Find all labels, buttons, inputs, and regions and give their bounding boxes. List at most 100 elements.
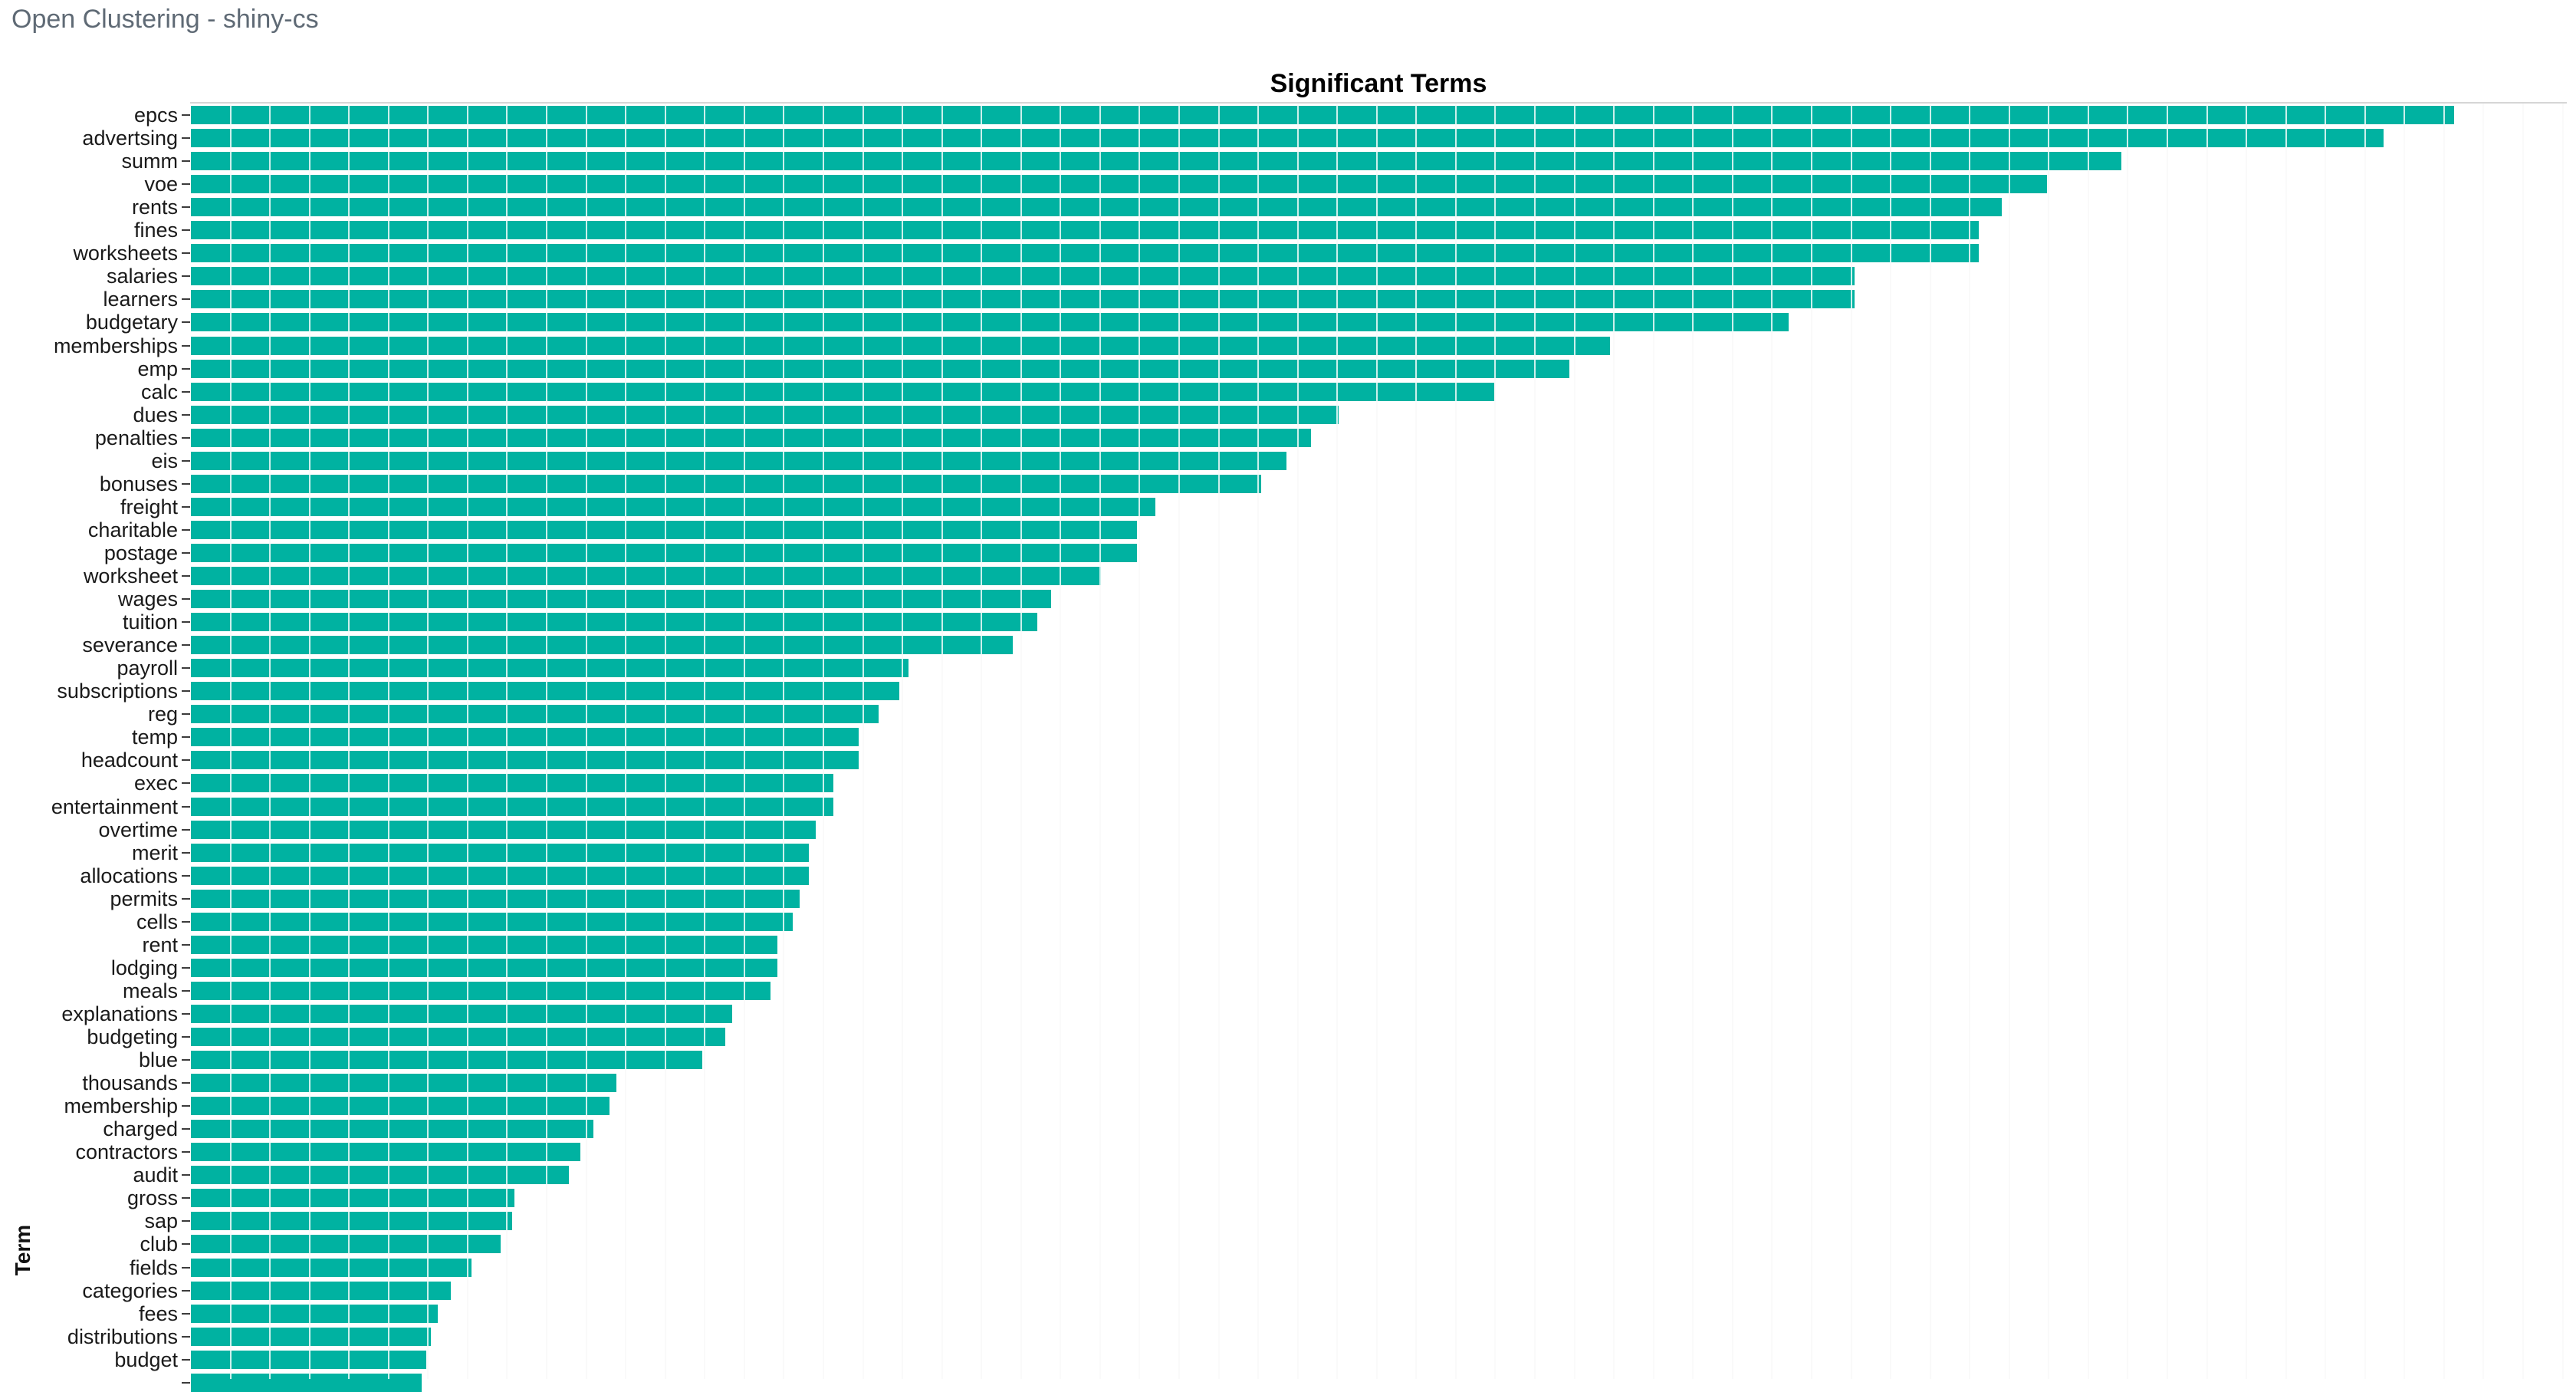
y-tick [182, 367, 190, 370]
term-bar[interactable] [191, 152, 2122, 171]
x-gridline-overlay [1731, 104, 1733, 1379]
term-bar[interactable] [191, 636, 1013, 655]
y-tick [182, 1012, 190, 1015]
x-gridline-overlay [2285, 104, 2287, 1379]
term-label: lodging [110, 956, 178, 979]
term-bar[interactable] [191, 567, 1101, 585]
term-bar[interactable] [191, 751, 859, 770]
y-tick [182, 1059, 190, 1061]
y-tick [182, 1381, 190, 1384]
term-label: categories [82, 1278, 178, 1302]
y-tick [182, 713, 190, 716]
term-label: thousands [82, 1071, 178, 1095]
term-bar[interactable] [191, 359, 1569, 378]
term-bar[interactable] [191, 1166, 569, 1185]
term-bar[interactable] [191, 1074, 616, 1093]
term-bar[interactable] [191, 1304, 438, 1323]
term-bar[interactable] [191, 198, 2002, 217]
y-tick [182, 436, 190, 439]
x-gridline-overlay [269, 104, 271, 1379]
term-bar[interactable] [191, 820, 816, 839]
term-bar[interactable] [191, 981, 770, 1000]
y-tick [182, 874, 190, 877]
y-tick [182, 1036, 190, 1038]
y-tick [182, 114, 190, 116]
term-bar[interactable] [191, 244, 1980, 263]
term-bar[interactable] [191, 1327, 431, 1346]
y-tick [182, 505, 190, 508]
term-bar[interactable] [191, 1258, 472, 1277]
x-gridline-overlay [585, 104, 587, 1379]
term-bar[interactable] [191, 935, 777, 954]
term-bar[interactable] [191, 590, 1051, 609]
term-bar[interactable] [191, 728, 859, 747]
term-bar[interactable] [191, 405, 1339, 424]
term-bar[interactable] [191, 1189, 515, 1208]
term-bar[interactable] [191, 1051, 703, 1070]
x-gridline-overlay [902, 104, 904, 1379]
y-tick [182, 1105, 190, 1107]
x-gridline-overlay [1060, 104, 1062, 1379]
term-label: contractors [75, 1140, 178, 1164]
x-gridline-overlay [1534, 104, 1536, 1379]
term-bar[interactable] [191, 451, 1286, 470]
term-bar[interactable] [191, 1028, 725, 1046]
term-bar[interactable] [191, 912, 794, 931]
term-bar[interactable] [191, 221, 1980, 240]
y-tick [182, 298, 190, 301]
term-label: fields [129, 1255, 178, 1279]
term-label: epcs [133, 104, 178, 127]
term-bar[interactable] [191, 1212, 513, 1231]
x-gridline-overlay [2008, 104, 2010, 1379]
x-gridline-overlay [1178, 104, 1180, 1379]
term-label: payroll [117, 657, 178, 680]
x-gridline-overlay [1613, 104, 1615, 1379]
x-gridline-overlay [466, 104, 468, 1379]
term-bar[interactable] [191, 659, 909, 678]
term-bar[interactable] [191, 889, 800, 908]
term-label: explanations [61, 1002, 178, 1025]
term-bar[interactable] [191, 613, 1038, 632]
term-label: charged [103, 1117, 178, 1141]
term-bar[interactable] [191, 1281, 452, 1300]
term-bar[interactable] [191, 958, 777, 977]
term-bar[interactable] [191, 843, 809, 862]
x-gridline-overlay [308, 104, 310, 1379]
term-label: fees [138, 1302, 178, 1325]
x-gridline-overlay [2561, 104, 2564, 1379]
term-label: bonuses [99, 472, 178, 495]
term-bar[interactable] [191, 129, 2384, 148]
term-bar[interactable] [191, 497, 1155, 516]
term-bar[interactable] [191, 382, 1495, 401]
term-bar[interactable] [191, 705, 879, 724]
x-gridline-overlay [1138, 104, 1141, 1379]
term-label: audit [133, 1163, 178, 1187]
term-bar[interactable] [191, 428, 1312, 447]
term-bar[interactable] [191, 175, 2047, 194]
term-bar[interactable] [191, 1097, 610, 1116]
term-label: calc [140, 380, 178, 403]
term-bar[interactable] [191, 866, 809, 885]
term-bar[interactable] [191, 682, 899, 701]
term-bar[interactable] [191, 336, 1610, 355]
term-bar[interactable] [191, 106, 2454, 124]
term-bar[interactable] [191, 1120, 594, 1139]
term-bar[interactable] [191, 774, 834, 793]
term-bar[interactable] [191, 1235, 501, 1254]
term-bar[interactable] [191, 1143, 580, 1162]
term-bar[interactable] [191, 1004, 732, 1023]
term-bar[interactable] [191, 290, 1855, 309]
term-label: wages [117, 587, 178, 611]
term-bar[interactable] [191, 313, 1789, 332]
term-bar[interactable] [191, 797, 834, 816]
term-bar[interactable] [191, 474, 1262, 493]
term-label: freight [120, 495, 178, 518]
x-gridline-overlay [348, 104, 350, 1379]
x-gridline-overlay [2127, 104, 2129, 1379]
term-label: headcount [80, 749, 178, 772]
y-tick [182, 1082, 190, 1084]
x-gridline-overlay [1573, 104, 1576, 1379]
term-bar[interactable] [191, 267, 1855, 286]
y-tick [182, 690, 190, 693]
